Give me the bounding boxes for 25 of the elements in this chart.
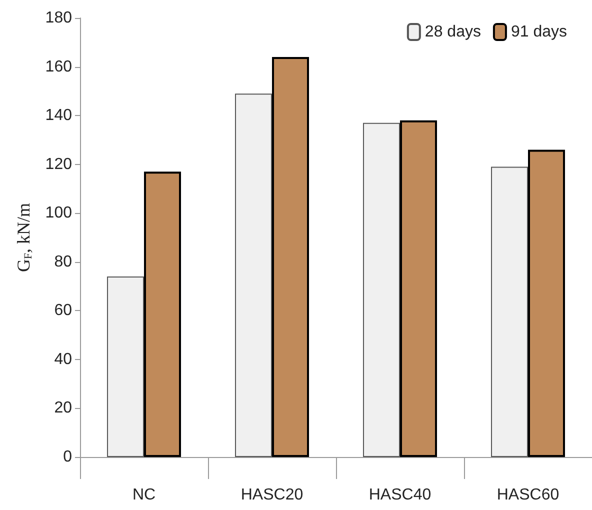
x-tick-label: HASC20 [240, 486, 304, 504]
y-tick-label: 140 [45, 107, 72, 124]
y-tick-label: 120 [45, 156, 72, 173]
legend-label: 28 days [424, 24, 481, 40]
bar [528, 150, 565, 457]
y-axis-title: GF, kN/m [14, 202, 34, 272]
bar [272, 57, 309, 457]
y-tick-label: 180 [45, 10, 72, 26]
y-tick-label: 160 [45, 58, 72, 76]
bar [235, 94, 272, 457]
legend-label: 91 days [510, 24, 568, 40]
x-tick-label: NC [132, 486, 156, 504]
bar [363, 122, 400, 457]
y-tick-label: 40 [54, 350, 72, 368]
y-tick-label: 80 [54, 253, 72, 270]
y-tick-label: 100 [45, 204, 72, 222]
bar [144, 172, 181, 457]
x-tick-label: HASC40 [368, 486, 432, 504]
y-tick-label: 20 [54, 400, 72, 417]
x-tick-label: HASC60 [496, 486, 560, 504]
y-tick-label: 0 [63, 448, 72, 466]
bar [400, 120, 437, 457]
bar [491, 166, 528, 457]
bar [107, 276, 144, 457]
y-tick-label: 60 [54, 302, 72, 320]
